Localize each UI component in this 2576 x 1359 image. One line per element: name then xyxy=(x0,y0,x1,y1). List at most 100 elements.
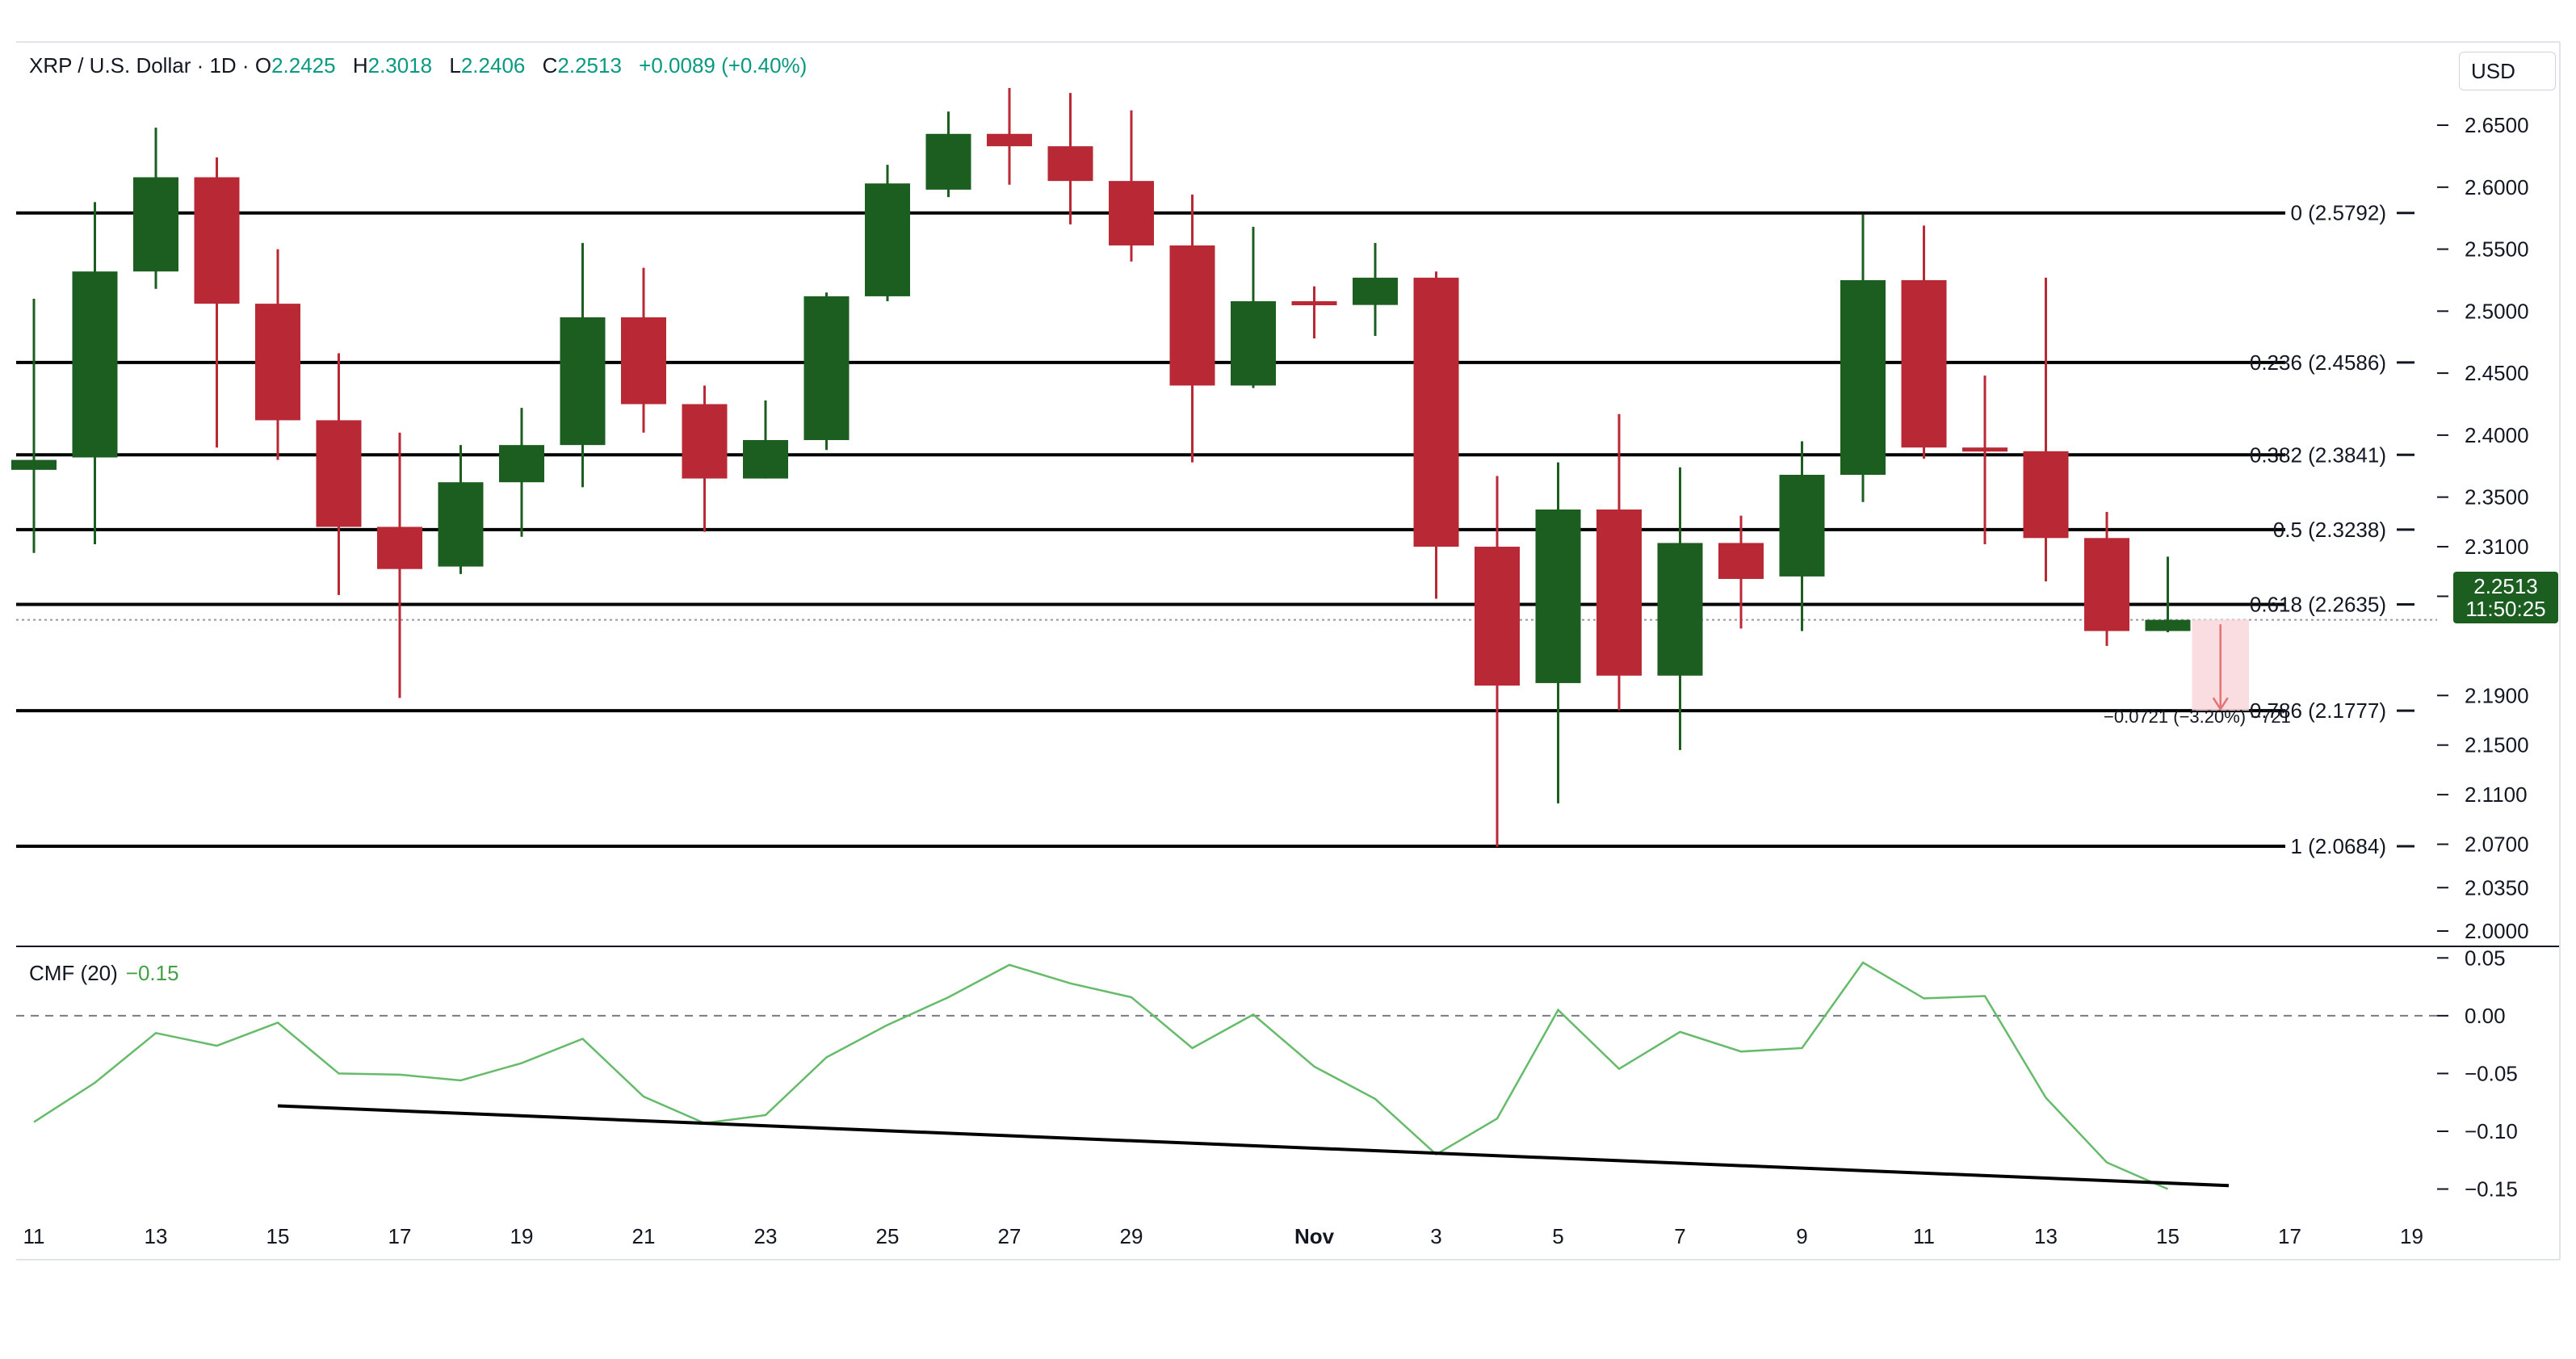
price-axis-label: 2.3100 xyxy=(2465,535,2529,559)
x-axis-label: 13 xyxy=(2034,1224,2058,1248)
candle-body xyxy=(1779,474,1825,577)
candle-body xyxy=(1901,279,1947,448)
candle-body xyxy=(11,459,57,470)
candle-body xyxy=(377,526,422,569)
price-axis-label: 2.6500 xyxy=(2465,113,2529,137)
cmf-line xyxy=(33,961,2168,1190)
measure-arrow-head xyxy=(2212,697,2229,711)
legend-close-value: 2.2513 xyxy=(557,53,622,78)
candle-body xyxy=(803,296,850,441)
cmf-trendline xyxy=(277,1104,2230,1188)
price-axis-label: 2.4000 xyxy=(2465,423,2529,447)
x-axis-label: 17 xyxy=(388,1224,412,1248)
legend-symbol: XRP / U.S. Dollar · 1D · xyxy=(29,53,250,78)
price-axis-label: 2.0350 xyxy=(2465,875,2529,900)
candle-body xyxy=(743,440,788,479)
candle-body xyxy=(1657,543,1703,676)
candle-body xyxy=(925,133,971,190)
candle-body xyxy=(1962,447,2008,452)
measure-label: −0.0721 (−3.20%) −721 xyxy=(2104,707,2291,727)
cmf-axis-label: −0.10 xyxy=(2465,1119,2518,1143)
candle-body xyxy=(621,317,666,405)
x-axis-label: 27 xyxy=(998,1224,1022,1248)
candle-body xyxy=(1718,543,1764,579)
candle-body xyxy=(72,271,118,458)
candle-body xyxy=(194,177,240,304)
cmf-name: CMF (20) xyxy=(29,961,118,985)
x-axis-label: 17 xyxy=(2278,1224,2301,1248)
currency-selector[interactable]: USD xyxy=(2459,52,2556,90)
cmf-axis-label: −0.15 xyxy=(2465,1177,2518,1202)
price-axis-label: 2.4500 xyxy=(2465,361,2529,385)
candle-body xyxy=(1840,279,1886,475)
price-axis-label: 2.1500 xyxy=(2465,733,2529,757)
candle-body xyxy=(1169,245,1215,386)
price-axis-label: 2.0000 xyxy=(2465,919,2529,943)
legend-low-value: 2.2406 xyxy=(460,53,526,78)
legend-open-key: O xyxy=(254,53,272,78)
price-axis-label: 2.1100 xyxy=(2465,782,2528,807)
candle-body xyxy=(1535,509,1581,683)
price-axis-label: 2.3500 xyxy=(2465,485,2529,510)
x-axis-label: 7 xyxy=(1674,1224,1685,1248)
candle-body xyxy=(1291,301,1337,306)
x-axis-label: 23 xyxy=(754,1224,778,1248)
candle-body xyxy=(133,177,178,272)
candle-body xyxy=(255,304,300,421)
price-axis-label: 2.6000 xyxy=(2465,175,2529,199)
last-price-tag: 2.2513 11:50:25 xyxy=(2453,572,2558,623)
fib-label: 1 (2.0684) xyxy=(2290,834,2386,858)
x-axis-label: 5 xyxy=(1552,1224,1563,1248)
price-axis-label: 2.5500 xyxy=(2465,237,2529,262)
legend-open-value: 2.2425 xyxy=(271,53,336,78)
candle-body xyxy=(1596,509,1642,676)
x-axis-label: 3 xyxy=(1430,1224,1441,1248)
candle-body xyxy=(865,183,910,296)
cmf-value: −0.15 xyxy=(125,961,179,985)
candle-body xyxy=(1231,301,1276,386)
candle-body xyxy=(2023,451,2069,539)
fib-label: 0.618 (2.2635) xyxy=(2250,592,2386,616)
legend-low-key: L xyxy=(449,53,461,78)
candle-body xyxy=(2084,538,2129,631)
currency-label: USD xyxy=(2471,58,2515,83)
last-price-value: 2.2513 xyxy=(2473,574,2538,598)
cmf-legend: CMF (20) −0.15 xyxy=(29,961,179,986)
fib-label: 0 (2.5792) xyxy=(2290,201,2386,225)
x-axis-label: 15 xyxy=(2156,1224,2180,1248)
fib-label: 0.5 (2.3238) xyxy=(2273,518,2386,542)
cmf-axis-label: −0.05 xyxy=(2465,1061,2518,1085)
x-axis-label: 13 xyxy=(145,1224,168,1248)
legend-high-key: H xyxy=(352,53,368,78)
candle-body xyxy=(1109,181,1154,245)
fib-label: 0.786 (2.1777) xyxy=(2250,698,2386,723)
x-axis-label: 11 xyxy=(1913,1224,1935,1248)
price-axis-label: 2.5000 xyxy=(2465,299,2529,323)
price-axis-label: 2.1900 xyxy=(2465,683,2529,707)
candle-body xyxy=(1353,277,1398,305)
cmf-axis-label: 0.05 xyxy=(2465,946,2506,970)
x-axis-label: 25 xyxy=(876,1224,900,1248)
x-axis-label: 11 xyxy=(23,1224,45,1248)
x-axis-label: 9 xyxy=(1796,1224,1807,1248)
x-axis-label: 15 xyxy=(266,1224,290,1248)
candle-body xyxy=(987,133,1032,147)
bar-countdown: 11:50:25 xyxy=(2465,597,2546,621)
x-axis-label: 19 xyxy=(2400,1224,2423,1248)
legend-close-key: C xyxy=(542,53,558,78)
candle-body xyxy=(438,482,484,567)
candle-body xyxy=(1413,277,1459,547)
x-axis-label: 21 xyxy=(632,1224,656,1248)
candle-body xyxy=(316,420,362,527)
price-legend: XRP / U.S. Dollar · 1D · O2.2425 H2.3018… xyxy=(29,53,807,78)
cmf-axis-label: 0.00 xyxy=(2465,1004,2506,1028)
fib-label: 0.382 (2.3841) xyxy=(2250,443,2386,467)
candle-body xyxy=(1475,547,1520,686)
legend-high-value: 2.3018 xyxy=(367,53,433,78)
candle-body xyxy=(560,317,606,446)
candle-body xyxy=(499,445,544,483)
candle-body xyxy=(1047,146,1093,182)
x-axis-label: 29 xyxy=(1120,1224,1143,1248)
